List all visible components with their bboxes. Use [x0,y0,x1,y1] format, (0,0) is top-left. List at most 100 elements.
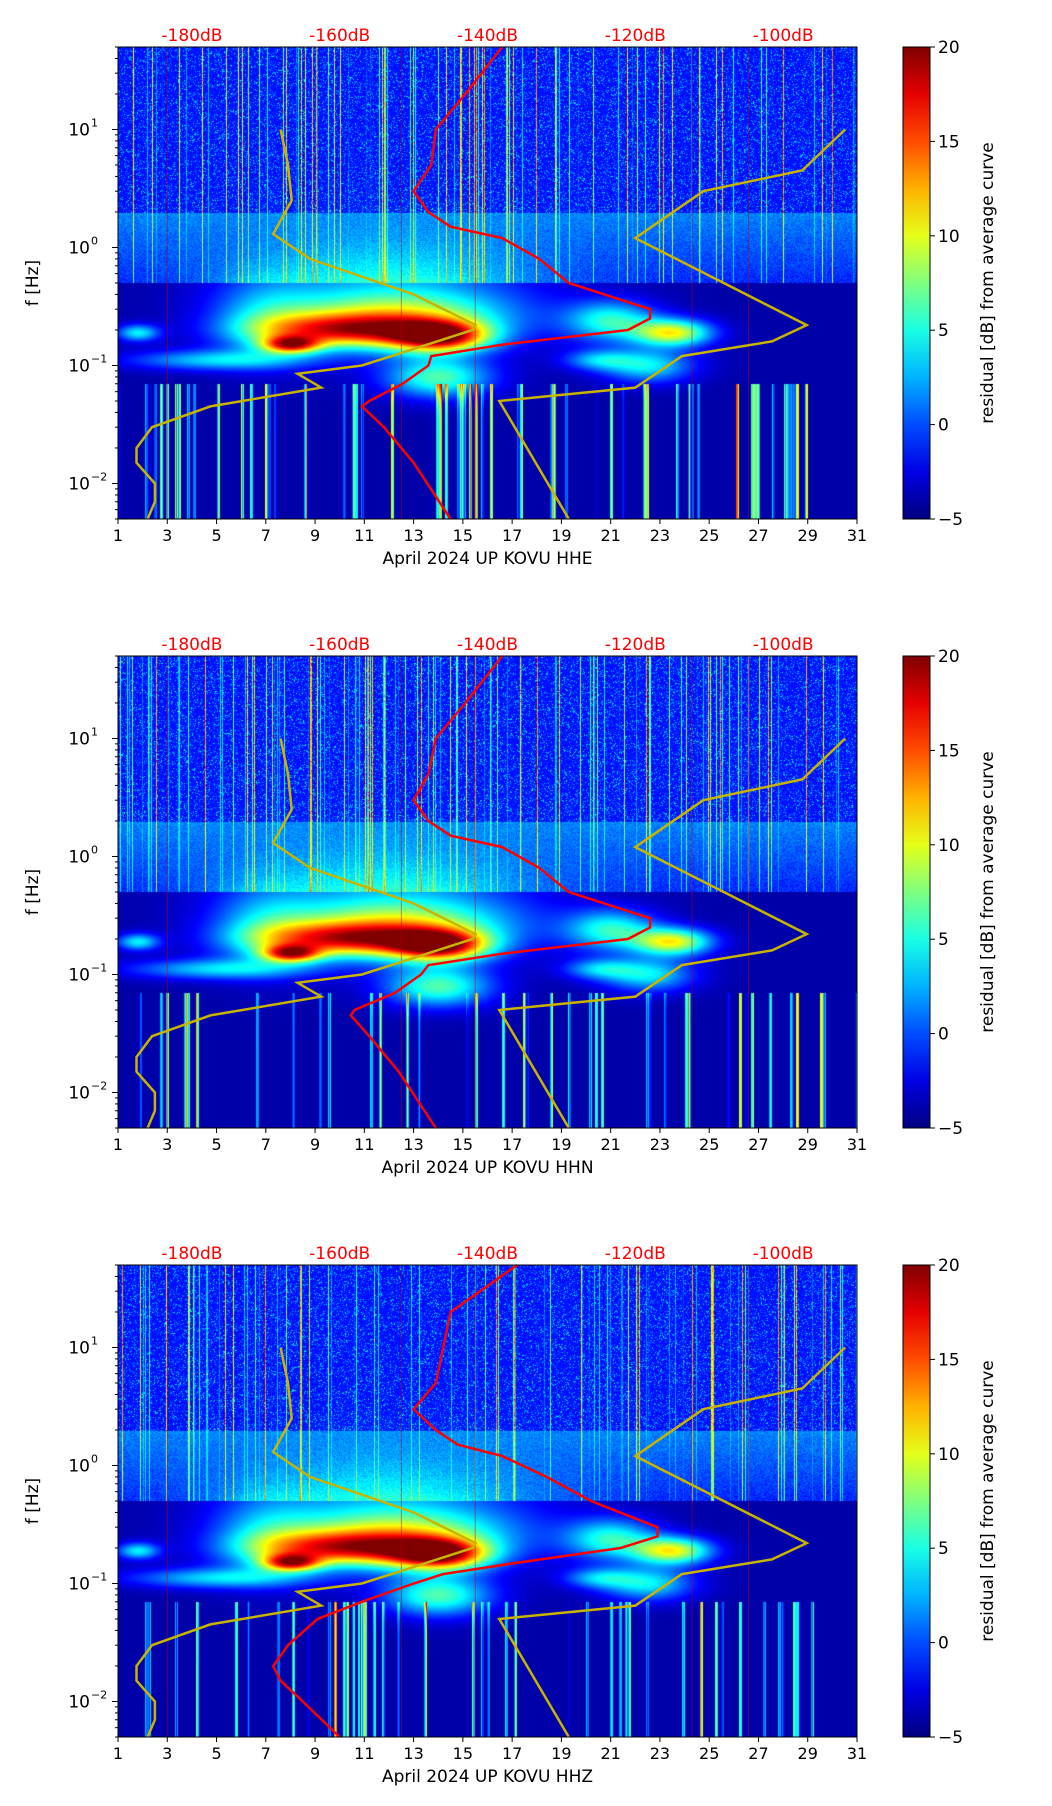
x-tick-label: 9 [310,1135,320,1154]
x-tick-label: 21 [600,526,620,545]
x-tick-label: 21 [600,1135,620,1154]
x-tick-label: 25 [699,526,719,545]
top-db-tick-label: -180dB [161,635,222,655]
top-db-tick-label: -100dB [753,1244,814,1264]
x-tick-label: 31 [847,1744,867,1763]
top-db-tick-label: -100dB [753,26,814,46]
x-tick-label: 9 [310,526,320,545]
y-tick-exponent: −1 [91,1570,107,1583]
y-tick-exponent: 1 [91,725,98,738]
x-tick-label: 23 [650,1744,670,1763]
x-tick-label: 11 [354,1744,374,1763]
colorbar-tick-label: 15 [938,1350,960,1370]
top-db-tick-label: -160dB [309,26,370,46]
x-tick-label: 19 [551,1744,571,1763]
top-db-tick-label: -160dB [309,1244,370,1264]
spectrogram-heatmap [118,656,857,1128]
y-tick-label: 10 [68,1692,90,1712]
x-tick-label: 27 [748,1744,768,1763]
y-tick-label: 10 [68,1338,90,1358]
noise-model-curve [497,737,847,1129]
x-tick-label: 13 [403,1135,423,1154]
x-tick-label: 21 [600,1744,620,1763]
colorbar-label: residual [dB] from average curve [978,1360,998,1641]
colorbar-tick-label: 5 [938,321,949,341]
x-tick-label: 23 [650,526,670,545]
y-tick-exponent: 0 [91,1452,98,1465]
noise-model-curve [497,1346,847,1738]
x-tick-label: 13 [403,526,423,545]
noise-model-curve [135,738,478,1129]
colorbar-tick-label: −5 [938,1728,963,1748]
y-tick-label: 10 [68,1574,90,1594]
x-tick-label: 31 [847,1135,867,1154]
average-psd-curve [271,1263,659,1738]
x-tick-label: 3 [162,1744,172,1763]
y-tick-exponent: −1 [91,961,107,974]
y-tick-label: 10 [68,474,90,494]
x-tick-label: 17 [502,1744,522,1763]
colorbar-tick-label: 15 [938,132,960,152]
colorbar-tick-label: 10 [938,227,960,247]
x-tick-label: 25 [699,1744,719,1763]
colorbar-label: residual [dB] from average curve [978,142,998,423]
colorbar-tick-label: 0 [938,1025,949,1045]
colorbar-tick-label: −5 [938,1119,963,1139]
x-tick-label: 29 [798,1135,818,1154]
y-tick-exponent: 0 [91,843,98,856]
y-axis-label: f [Hz] [23,869,43,915]
x-axis-label: April 2024 UP KOVU HHZ [382,1767,593,1787]
top-db-tick-label: -140dB [457,1244,518,1264]
colorbar-tick-label: 0 [938,416,949,436]
x-tick-label: 17 [502,1135,522,1154]
x-tick-label: 13 [403,1744,423,1763]
x-axis-label: April 2024 UP KOVU HHN [381,1158,593,1178]
x-tick-label: 7 [261,1744,271,1763]
x-tick-label: 25 [699,1135,719,1154]
x-tick-label: 5 [211,1135,221,1154]
colorbar-tick-label: 20 [938,38,960,58]
y-tick-exponent: 0 [91,234,98,247]
spectrogram-heatmap [118,1265,857,1737]
top-db-tick-label: -140dB [457,635,518,655]
y-tick-exponent: −2 [91,1079,107,1092]
noise-model-curve [135,129,478,520]
x-tick-label: 19 [551,526,571,545]
x-tick-label: 5 [211,526,221,545]
top-db-tick-label: -120dB [605,26,666,46]
plot-frame [117,1264,858,1738]
average-psd-curve [359,46,652,520]
x-tick-label: 19 [551,1135,571,1154]
colorbar-tick-label: 5 [938,1539,949,1559]
x-tick-label: 15 [453,1744,473,1763]
y-tick-exponent: 1 [91,1334,98,1347]
y-tick-label: 10 [68,356,90,376]
colorbar-tick-label: 20 [938,647,960,667]
colorbar [902,655,931,1129]
x-tick-label: 27 [748,1135,768,1154]
y-tick-label: 10 [68,1083,90,1103]
x-tick-label: 1 [113,1744,123,1763]
x-tick-label: 29 [798,526,818,545]
x-tick-label: 9 [310,1744,320,1763]
x-tick-label: 7 [261,1135,271,1154]
spectrogram-heatmap [118,47,857,519]
plot-frame [117,655,858,1129]
x-tick-label: 3 [162,1135,172,1154]
x-tick-label: 11 [354,526,374,545]
y-axis-label: f [Hz] [23,1478,43,1524]
y-tick-label: 10 [68,238,90,258]
x-tick-label: 23 [650,1135,670,1154]
y-tick-exponent: 1 [91,116,98,129]
top-db-tick-label: -120dB [605,1244,666,1264]
x-tick-label: 3 [162,526,172,545]
noise-model-curve [497,128,847,520]
colorbar-tick-label: 10 [938,836,960,856]
noise-model-curve [135,1347,478,1738]
x-tick-label: 29 [798,1744,818,1763]
y-tick-label: 10 [68,729,90,749]
y-tick-exponent: −2 [91,470,107,483]
y-tick-label: 10 [68,847,90,867]
